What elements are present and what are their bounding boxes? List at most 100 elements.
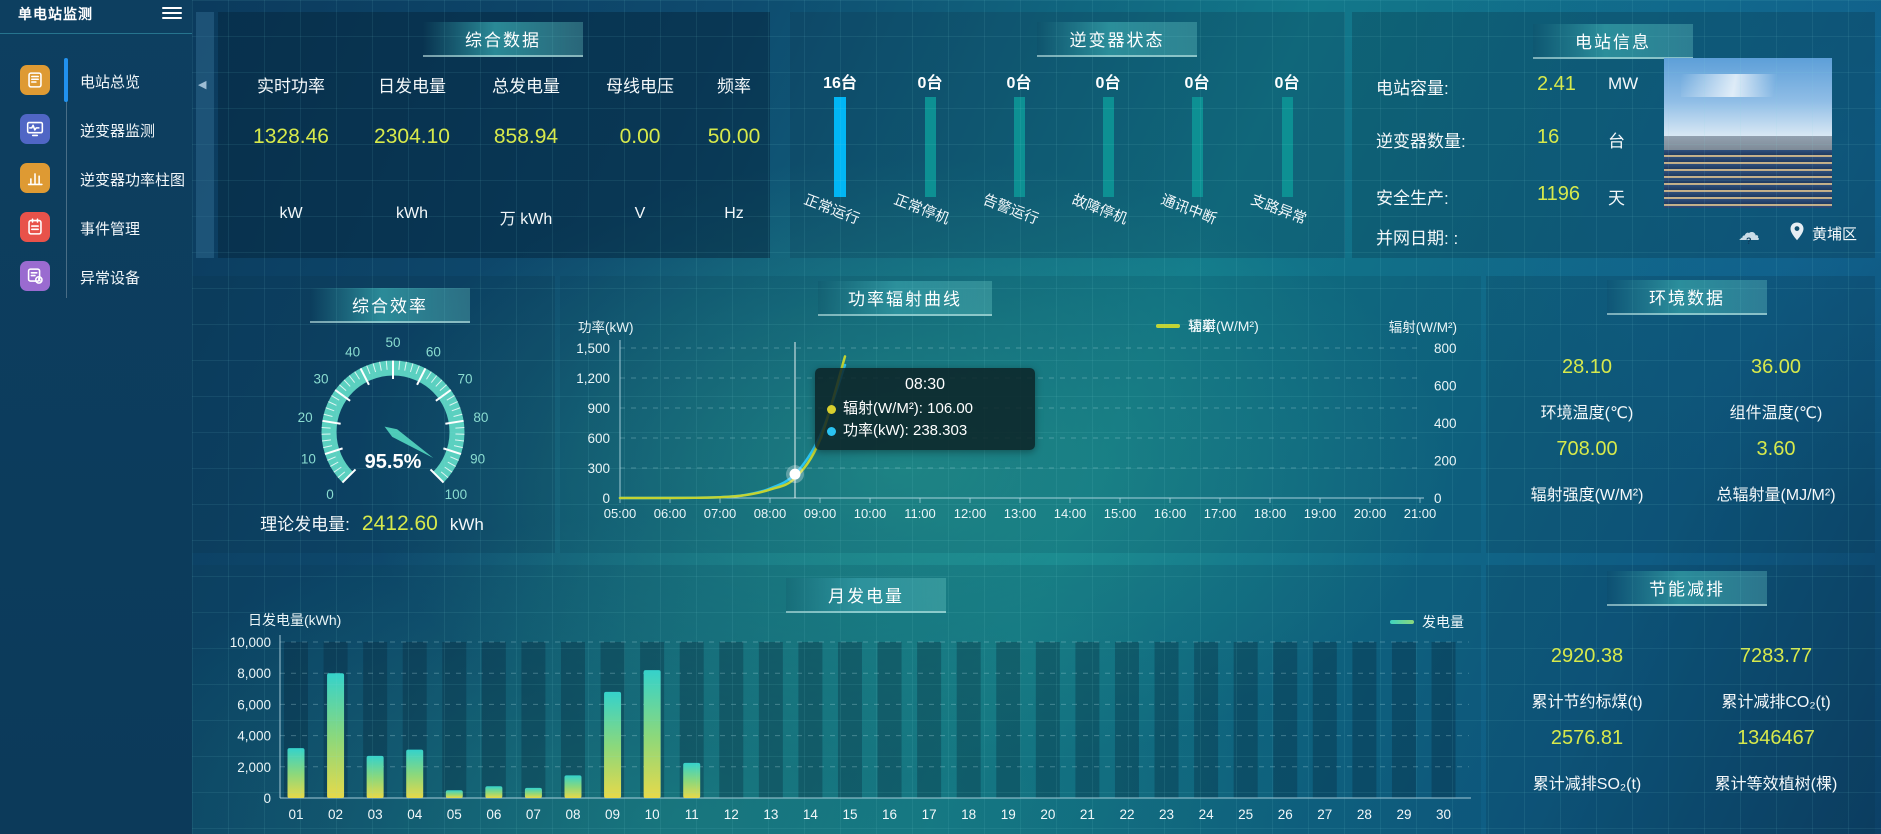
weather-cloud-icon[interactable]: ☁? — [1738, 220, 1760, 247]
svg-text:80: 80 — [473, 410, 488, 425]
svg-text:17: 17 — [922, 807, 937, 822]
summary-metric-value: 2304.10 — [374, 125, 450, 148]
svg-text:08: 08 — [565, 807, 580, 822]
inverter-status-bar — [1281, 97, 1293, 197]
svg-text:18: 18 — [961, 807, 976, 822]
svg-text:10:00: 10:00 — [854, 506, 887, 521]
summary-metric-value: 1328.46 — [253, 125, 329, 148]
sidebar-item-2[interactable]: 逆变器监测 — [0, 107, 192, 151]
env-metric-4: 3.60 总辐射量(MJ/M²) — [1679, 438, 1873, 505]
svg-text:15: 15 — [842, 807, 857, 822]
app-title: 单电站监测 — [18, 6, 93, 22]
hamburger-menu-icon[interactable] — [162, 4, 182, 20]
svg-text:10: 10 — [301, 452, 316, 467]
saving-metric-2: 7283.77 累计减排CO₂(t) — [1679, 645, 1873, 712]
station-info-row-3: 安全生产: 1196 天 — [1352, 183, 1875, 208]
svg-text:20:00: 20:00 — [1354, 506, 1387, 521]
inverter-status-col-5: 0台 — [1167, 69, 1227, 197]
svg-text:19:00: 19:00 — [1304, 506, 1337, 521]
saving-value: 2576.81 — [1550, 727, 1624, 749]
svg-text:07: 07 — [526, 807, 541, 822]
legend-generation[interactable]: 发电量 — [1390, 612, 1464, 632]
legend-label: 辐射(W/M²) — [1188, 318, 1259, 334]
y-axis-name-daily-energy: 日发电量(kWh) — [248, 612, 342, 628]
inverter-count: 0台 — [1184, 75, 1210, 92]
svg-text:04: 04 — [407, 807, 423, 822]
sidebar-item-4[interactable]: 事件管理 — [0, 205, 192, 249]
svg-text:600: 600 — [1434, 379, 1457, 394]
svg-text:95.5%: 95.5% — [365, 451, 422, 473]
collapse-arrow-icon[interactable]: ◀ — [198, 79, 207, 91]
svg-text:03: 03 — [368, 807, 383, 822]
svg-text:90: 90 — [470, 452, 485, 467]
svg-text:12: 12 — [724, 807, 739, 822]
svg-text:15:00: 15:00 — [1104, 506, 1137, 521]
theoretical-energy-row: 理论发电量: 2412.60 kWh — [189, 510, 555, 536]
inverter-status-bar — [1013, 97, 1025, 197]
svg-text:400: 400 — [1434, 416, 1457, 431]
summary-metric-4: 母线电压 0.00 V — [606, 72, 674, 223]
station-info-unit: 台 — [1608, 132, 1625, 151]
svg-text:01: 01 — [288, 807, 303, 822]
summary-metric-value: 50.00 — [707, 125, 761, 148]
book-icon — [20, 65, 50, 95]
svg-text:100: 100 — [445, 487, 468, 502]
svg-text:30: 30 — [313, 372, 328, 387]
svg-text:40: 40 — [345, 345, 360, 360]
summary-metric-label: 频率 — [717, 77, 751, 96]
svg-text:14: 14 — [803, 807, 819, 822]
station-info-row-1: 电站容量: 2.41 MW — [1352, 73, 1875, 98]
sidebar-item-3[interactable]: 逆变器功率柱图 — [0, 156, 192, 200]
sidebar: 单电站监测 电站总览逆变器监测逆变器功率柱图 事件管理异常设备 — [0, 0, 192, 834]
sidebar-item-5[interactable]: 异常设备 — [0, 254, 192, 298]
svg-text:14:00: 14:00 — [1054, 506, 1087, 521]
panel-title-efficiency: 综合效率 — [310, 288, 470, 323]
summary-metric-value: 858.94 — [493, 125, 559, 148]
panel-summary: 综合数据 实时功率 1328.46 kW 日发电量 2304.10 kWh 总发电量 858.… — [218, 12, 770, 258]
power-radiation-chart: 0 300 600 900 1,200 1,500 0 200 400 600 800 05:00 06… — [576, 340, 1457, 521]
sidebar-item-label: 电站总览 — [80, 74, 141, 91]
tooltip-row: 功率(kW): 238.303 — [827, 420, 1023, 442]
legend-item-2[interactable]: 辐射(W/M²) — [1156, 316, 1259, 336]
svg-text:10,000: 10,000 — [230, 635, 271, 650]
panel-energy-saving: 节能减排 2920.38 累计节约标煤(t) 7283.77 累计减排CO₂(t) 25… — [1486, 565, 1875, 834]
svg-text:07:00: 07:00 — [704, 506, 737, 521]
panel-inverter-status: 逆变器状态 16台 正常运行 0台 正常停机 0台 告警运行 0台 故障停机 0台 通讯中断 0台支… — [790, 12, 1345, 258]
saving-metric-1: 2920.38 累计节约标煤(t) — [1490, 645, 1684, 712]
svg-text:24: 24 — [1199, 807, 1215, 822]
panel-station-info: 电站信息 电站容量: 2.41 MW 逆变器数量: 16 台安全生产: 1196 天并网日期:… — [1352, 12, 1875, 258]
theoretical-energy-value: 2412.60 — [361, 512, 438, 535]
summary-metric-unit: 万 kWh — [499, 211, 553, 228]
tooltip-series-text: 辐射(W/M²): 106.00 — [843, 400, 974, 417]
svg-text:8,000: 8,000 — [237, 666, 271, 681]
location-pin-icon[interactable] — [1790, 222, 1804, 246]
inverter-status-col-3: 0台 — [989, 69, 1049, 197]
tooltip-series-dot — [827, 426, 836, 436]
inverter-status-col-1: 16台 — [810, 69, 870, 197]
svg-text:16:00: 16:00 — [1154, 506, 1187, 521]
svg-text:09: 09 — [605, 807, 620, 822]
svg-text:13:00: 13:00 — [1004, 506, 1037, 521]
sidebar-item-label: 异常设备 — [80, 270, 141, 287]
svg-text:21: 21 — [1080, 807, 1095, 822]
inverter-count: 16台 — [823, 75, 857, 92]
svg-text:20: 20 — [1040, 807, 1055, 822]
monthly-energy-chart: 0 2,000 4,000 6,000 8,000 10,000 01 02 03 04 05 06 0… — [230, 635, 1471, 822]
saving-metric-4: 1346467 累计等效植树(棵) — [1679, 727, 1873, 794]
saving-value: 2920.38 — [1550, 645, 1624, 667]
summary-metric-unit: kWh — [395, 205, 428, 222]
env-label: 辐射强度(W/M²) — [1530, 487, 1644, 504]
sidebar-item-1[interactable]: 电站总览 — [0, 58, 192, 102]
chart-tooltip: 08:30 辐射(W/M²): 106.00 功率(kW): 238.303 — [815, 368, 1035, 450]
inverter-status-col-2: 0台 — [900, 69, 960, 197]
svg-text:0: 0 — [1434, 491, 1442, 506]
efficiency-gauge-chart: 0 10 20 30 40 50 60 70 80 90 100 95.5% — [298, 335, 489, 502]
inverter-status-bar — [1102, 97, 1114, 197]
env-metric-3: 708.00 辐射强度(W/M²) — [1490, 438, 1684, 505]
saving-metric-3: 2576.81 累计减排SO₂(t) — [1490, 727, 1684, 794]
summary-metric-label: 日发电量 — [377, 77, 446, 96]
summary-metric-3: 总发电量 858.94 万 kWh — [492, 72, 560, 229]
env-label: 环境温度(℃) — [1540, 405, 1634, 422]
svg-text:1,500: 1,500 — [576, 341, 610, 356]
panel-title-env-data: 环境数据 — [1607, 280, 1767, 315]
